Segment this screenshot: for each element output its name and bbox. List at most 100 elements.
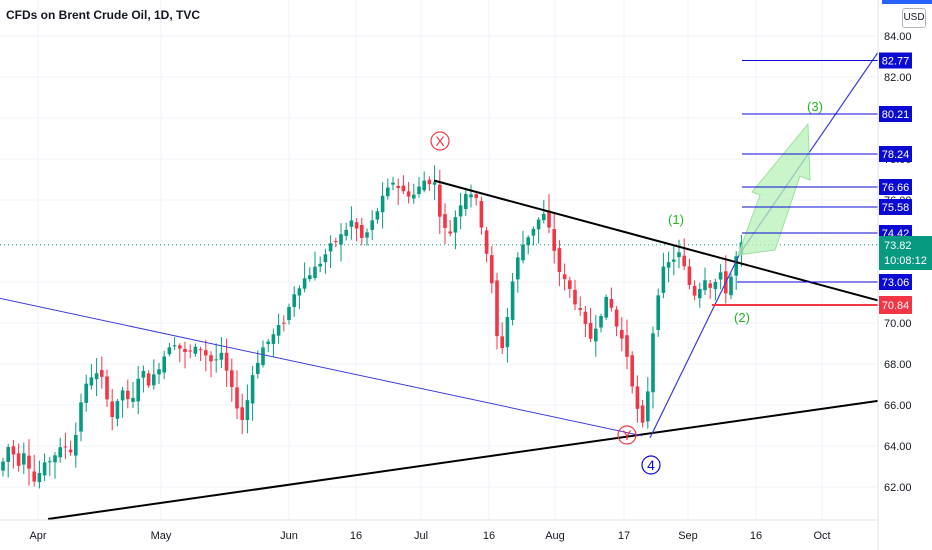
candle-body	[453, 217, 458, 233]
candle-body	[391, 182, 395, 185]
currency-button[interactable]: USD	[902, 8, 926, 28]
candle-body	[422, 180, 426, 191]
candle-body	[406, 191, 411, 197]
candle-body	[401, 185, 406, 192]
time-tick-label: Jun	[280, 530, 298, 542]
candle-body	[256, 362, 260, 374]
candle-body	[526, 237, 530, 246]
time-tick-label: Oct	[813, 530, 830, 542]
candle-body	[542, 213, 546, 221]
candle-body	[552, 229, 556, 251]
projection-arrow	[737, 122, 811, 256]
candle-body	[344, 229, 348, 236]
price-tick-label: 82.00	[884, 72, 912, 84]
candle-body	[651, 333, 655, 393]
candle-body	[495, 280, 499, 337]
candle-body	[167, 347, 172, 355]
candle-body	[521, 244, 525, 261]
target-level-tag	[879, 179, 912, 195]
top-accent-bar	[882, 0, 932, 4]
candle-body	[219, 352, 224, 360]
wave-label: 4	[647, 457, 655, 473]
candle-body	[734, 256, 738, 276]
time-axis[interactable]: Apr May Jun 16 Jul 16 Aug 17 Sep 16 Oct	[0, 519, 878, 542]
candle-body	[105, 376, 109, 400]
candle-body	[245, 400, 250, 421]
target-level-tag	[879, 199, 912, 215]
candle-body	[458, 205, 463, 217]
time-tick-label: May	[151, 530, 172, 542]
candle-body	[22, 453, 26, 465]
wave-marker-circle	[617, 425, 637, 445]
candle-body	[6, 447, 10, 462]
candle-body	[604, 296, 608, 318]
price-tick-label: 66.00	[884, 400, 912, 412]
candle-body	[713, 281, 718, 290]
candle-body	[614, 309, 619, 327]
chart-title: CFDs on Brent Crude Oil, 1D, TVC	[6, 8, 201, 22]
candle-body	[68, 449, 73, 453]
candle-body	[479, 201, 484, 228]
candle-body	[562, 274, 567, 280]
candle-body	[261, 347, 265, 366]
candle-body	[417, 186, 421, 195]
candle-body	[157, 369, 161, 375]
wave-label: (1)	[668, 212, 684, 227]
candle-body	[193, 346, 198, 354]
candle-body	[386, 187, 390, 197]
candle-body	[1, 461, 5, 471]
time-tick-label: Apr	[29, 530, 46, 542]
candle-body	[490, 255, 494, 284]
support-price-tag	[879, 296, 912, 314]
candle-body	[16, 453, 21, 466]
candle-body	[380, 195, 385, 213]
candle-body	[687, 266, 692, 285]
wave-marker-circle	[641, 455, 661, 475]
candle-body	[360, 225, 364, 238]
candle-body	[204, 350, 208, 356]
candle-body	[48, 461, 52, 463]
candle-body	[666, 262, 671, 268]
target-level-tag	[879, 52, 912, 69]
candle-body	[172, 345, 177, 347]
candle-body	[42, 462, 47, 476]
candle-body	[692, 285, 697, 296]
candle-body	[323, 254, 328, 263]
channel-line	[0, 297, 643, 437]
price-tick-label: 70.00	[884, 318, 912, 330]
candle-body	[646, 391, 650, 422]
target-level-value: 76.66	[882, 182, 910, 194]
candle-body	[536, 219, 541, 230]
candle-body	[110, 401, 114, 417]
candle-body	[635, 386, 640, 409]
target-level-value: 75.58	[882, 202, 910, 214]
candle-body	[287, 306, 291, 321]
price-axis[interactable]: 84.0082.0080.0078.0076.0074.0072.0070.00…	[877, 0, 932, 550]
time-tick-label: Sep	[678, 530, 698, 542]
candle-body	[89, 377, 94, 386]
target-level-tag	[879, 106, 912, 122]
chart-grid	[0, 0, 878, 520]
candle-body	[708, 283, 712, 288]
candle-body	[464, 194, 468, 210]
candle-body	[583, 311, 588, 324]
candle-body	[599, 316, 603, 328]
candle-body	[318, 263, 322, 267]
candle-body	[266, 341, 270, 345]
candle-body	[672, 259, 676, 262]
candle-body	[235, 387, 239, 409]
wave-label: X	[435, 133, 445, 149]
candle-body	[282, 322, 286, 324]
time-tick-label: Jul	[414, 530, 428, 542]
price-tick-label: 62.00	[884, 482, 912, 494]
candle-body	[209, 355, 213, 362]
candle-body	[474, 194, 478, 198]
candle-body	[334, 241, 338, 243]
candle-body	[630, 355, 634, 387]
candle-body	[438, 184, 442, 217]
candle-body	[63, 446, 68, 448]
candle-body	[365, 232, 369, 238]
candle-body	[656, 295, 660, 330]
candle-body	[214, 359, 218, 361]
